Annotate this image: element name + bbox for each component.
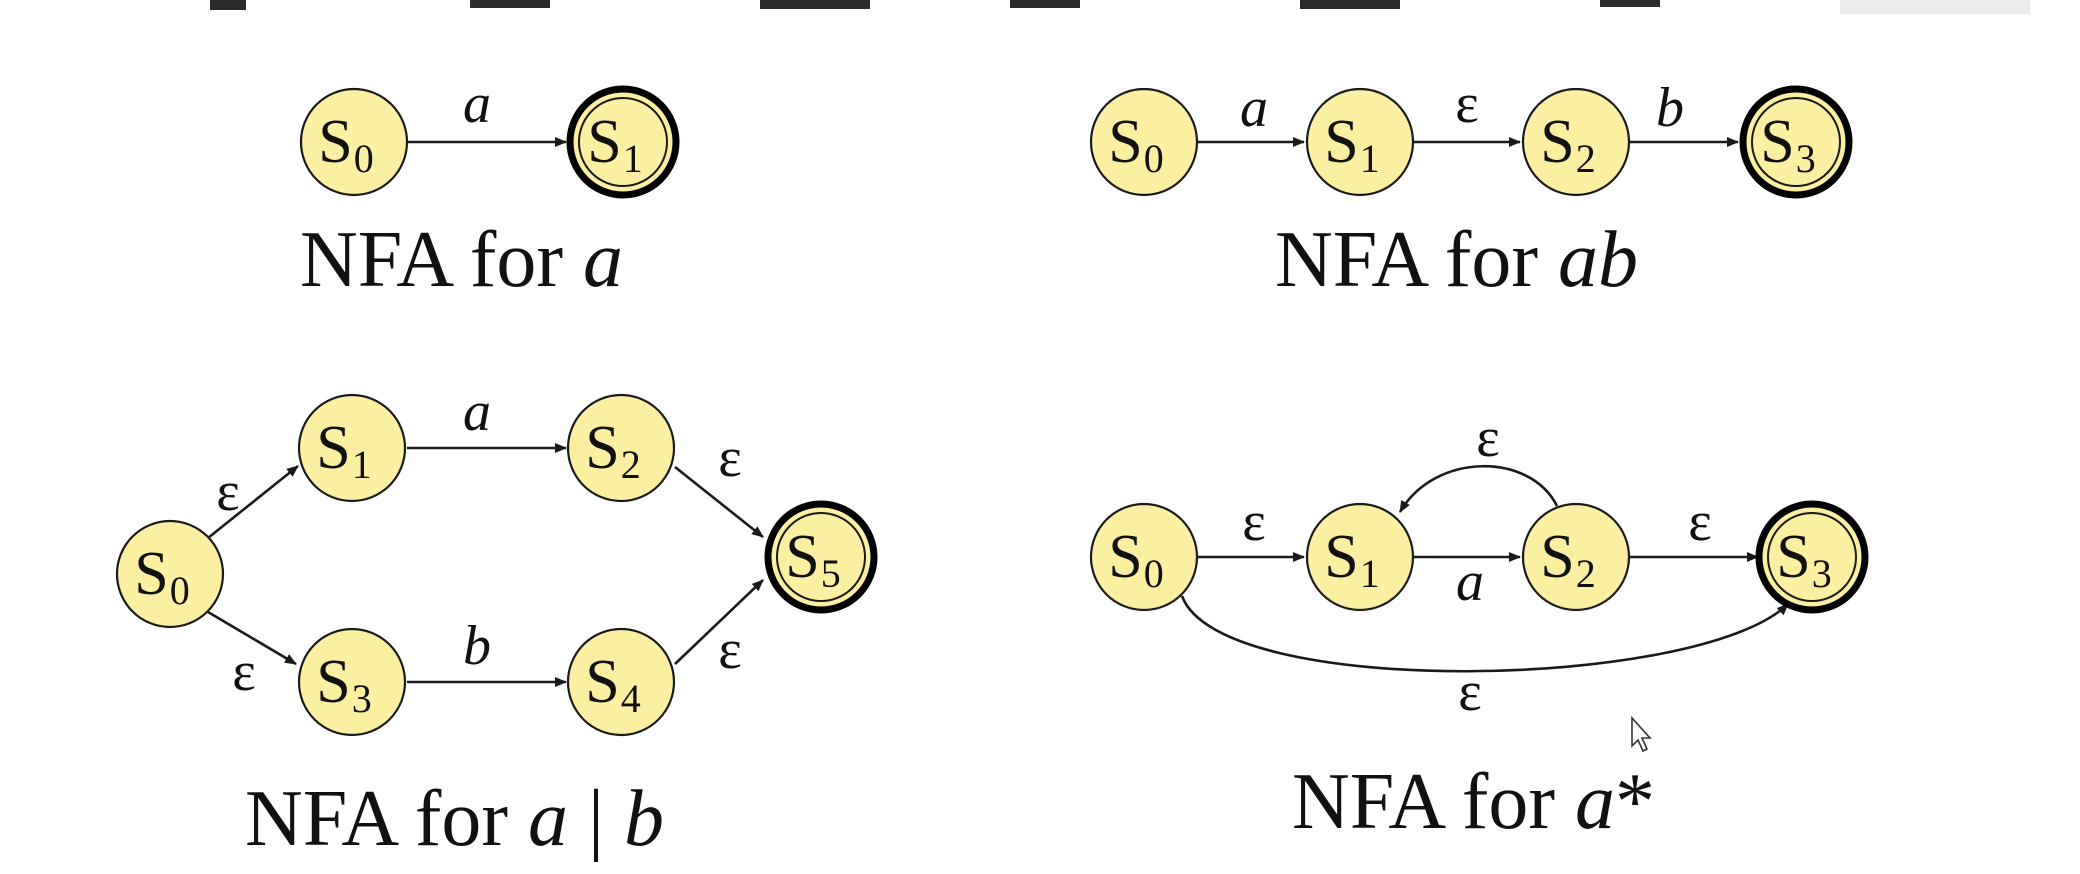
edge-label: a — [463, 73, 491, 135]
state-s2: S2 — [1521, 87, 1631, 197]
caption-prefix: NFA for — [300, 216, 583, 304]
svg-text:S1: S1 — [587, 108, 642, 181]
caption-expression: a — [1575, 758, 1615, 846]
svg-text:S3: S3 — [1760, 108, 1815, 181]
caption: NFA for a | b — [245, 775, 664, 863]
caption: NFA for a — [300, 216, 623, 304]
edge-label: ε — [1688, 491, 1712, 553]
caption-expression-b: b — [624, 775, 664, 863]
state-s3: S3 — [297, 627, 407, 737]
state-s1: S1 — [297, 393, 407, 503]
state-s1-accepting: S1 — [566, 85, 680, 199]
caption-suffix: * — [1615, 758, 1655, 846]
svg-text:S1: S1 — [1324, 108, 1379, 181]
edge-s0-s3-bypass — [1180, 595, 1789, 673]
svg-text:S0: S0 — [1108, 523, 1163, 596]
svg-text:S0: S0 — [318, 108, 373, 181]
state-subscript: 1 — [623, 136, 643, 181]
edge-s2-s1-loop — [1398, 464, 1559, 513]
edge-label: ε — [232, 641, 256, 703]
svg-text:S2: S2 — [585, 414, 640, 487]
edge-label: a — [1456, 551, 1484, 613]
edge-label: ε — [1476, 407, 1500, 469]
edge-label: a — [463, 381, 491, 443]
state-subscript: 0 — [354, 136, 374, 181]
nfa-a-diagram: a S0 S1 NFA for a — [299, 73, 680, 304]
mouse-cursor-icon — [1631, 715, 1652, 753]
edge-label: b — [1656, 77, 1684, 139]
svg-text:S0: S0 — [134, 540, 189, 613]
state-s0: S0 — [115, 519, 225, 629]
state-name: S — [318, 108, 352, 176]
state-s1: S1 — [1305, 502, 1415, 612]
svg-text:S3: S3 — [316, 648, 371, 721]
state-s0: S0 — [1089, 87, 1199, 197]
nfa-ab-diagram: a ε b S0 S1 S2 S3 NFA for ab — [1089, 73, 1853, 304]
state-s3-accepting: S3 — [1739, 85, 1853, 199]
caption-separator: | — [568, 775, 624, 863]
edge-label: ε — [1458, 661, 1482, 723]
caption-prefix: NFA for — [245, 775, 528, 863]
edge-label: ε — [1455, 73, 1479, 135]
edge-label: a — [1240, 77, 1268, 139]
caption-expression-a: a — [528, 775, 568, 863]
caption-expression: a — [583, 216, 623, 304]
edge-label: b — [463, 615, 491, 677]
svg-text:S5: S5 — [785, 523, 840, 596]
edge-s4-s5 — [674, 579, 764, 665]
edge-label: ε — [718, 619, 742, 681]
nfa-a-or-b-diagram: ε a ε ε b ε S0 S1 S2 S3 — [115, 381, 878, 863]
caption-prefix: NFA for — [1275, 216, 1558, 304]
edge-s2-s5 — [674, 465, 764, 539]
state-s3-accepting: S3 — [1755, 500, 1869, 614]
svg-text:S3: S3 — [1776, 523, 1831, 596]
state-s4: S4 — [566, 627, 676, 737]
edge-s0-s3 — [207, 610, 297, 666]
svg-text:S2: S2 — [1540, 108, 1595, 181]
state-s5-accepting: S5 — [764, 500, 878, 614]
state-s2: S2 — [1521, 502, 1631, 612]
nfa-a-star-diagram: ε a ε ε ε S0 S1 S2 S3 NFA for a* — [1089, 407, 1869, 846]
caption: NFA for ab — [1275, 216, 1638, 304]
edge-label: ε — [718, 427, 742, 489]
svg-text:S4: S4 — [585, 648, 640, 721]
state-s0: S0 — [299, 87, 409, 197]
edge-s0-s1 — [207, 464, 299, 540]
edge-label: ε — [216, 461, 240, 523]
cropped-title-band — [210, 0, 2030, 14]
svg-text:S2: S2 — [1540, 523, 1595, 596]
caption: NFA for a* — [1292, 758, 1655, 846]
state-s2: S2 — [566, 393, 676, 503]
svg-text:S0: S0 — [1108, 108, 1163, 181]
svg-text:S1: S1 — [316, 414, 371, 487]
edge-label: ε — [1242, 491, 1266, 553]
svg-text:S1: S1 — [1324, 523, 1379, 596]
caption-expression: ab — [1558, 216, 1638, 304]
state-s1: S1 — [1305, 87, 1415, 197]
state-s0: S0 — [1089, 502, 1199, 612]
caption-prefix: NFA for — [1292, 758, 1575, 846]
state-name: S — [587, 108, 621, 176]
